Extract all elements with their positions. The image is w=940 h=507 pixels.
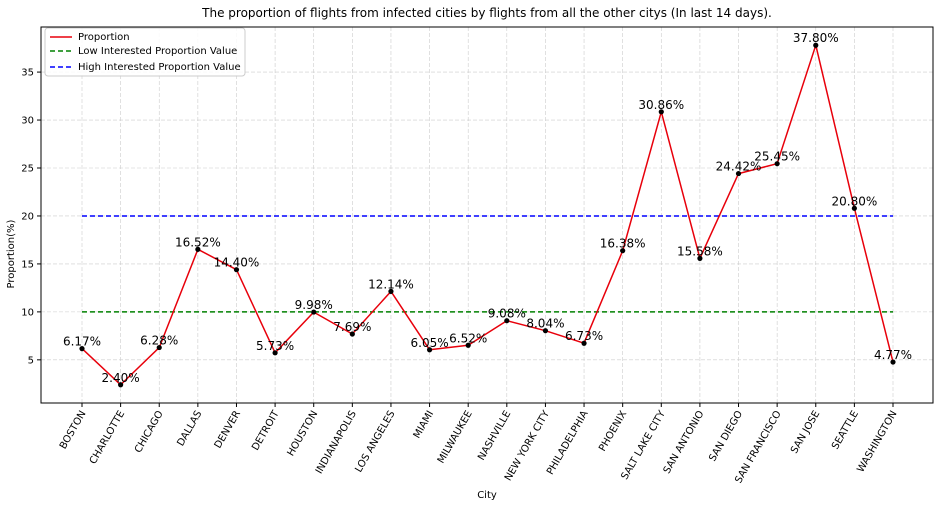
data-label: 15.58% — [677, 244, 723, 258]
data-point — [658, 109, 664, 115]
y-axis-label: Proportion(%) — [6, 219, 17, 288]
data-label: 12.14% — [368, 277, 414, 291]
data-label: 9.98% — [295, 298, 333, 312]
data-point — [504, 318, 510, 324]
x-tick-label: NASHVILLE — [476, 409, 513, 463]
legend-label-proportion: Proportion — [78, 32, 130, 43]
data-point — [79, 346, 85, 352]
data-point — [620, 248, 626, 254]
y-tick-label: 5 — [28, 355, 34, 366]
x-tick-label: LOS ANGELES — [353, 409, 397, 474]
data-point — [465, 342, 471, 348]
data-point — [118, 382, 124, 388]
plot-frame — [40, 26, 934, 404]
data-point — [233, 267, 240, 273]
x-tick-label: MIAMI — [412, 409, 437, 440]
x-axis-label: City — [477, 490, 497, 501]
data-label: 30.86% — [638, 98, 684, 112]
y-tick-label: 35 — [21, 68, 34, 79]
x-tick-label: PHOENIX — [597, 409, 629, 454]
data-label: 37.80% — [793, 31, 839, 45]
data-point — [774, 161, 780, 167]
x-tick-label: SEATTLE — [830, 409, 861, 451]
data-point — [426, 347, 433, 353]
data-point — [581, 340, 587, 346]
data-point — [156, 344, 162, 351]
data-point — [388, 288, 394, 294]
x-tick-label: SAN ANTONIO — [662, 409, 707, 476]
data-point — [813, 42, 819, 48]
x-tick-label: CHARLOTTE — [88, 409, 127, 466]
reference-lines — [82, 215, 893, 313]
data-point — [890, 359, 896, 365]
y-tick-label: 25 — [21, 164, 34, 175]
data-point — [697, 255, 703, 261]
x-tick-label: BOSTON — [58, 409, 89, 451]
x-tick-label: WASHINGTON — [855, 409, 899, 475]
data-label: 6.28% — [140, 334, 178, 348]
data-points — [79, 42, 896, 388]
data-label: 20.80% — [831, 194, 877, 208]
proportion-line — [81, 44, 894, 386]
data-label: 6.05% — [411, 336, 449, 350]
x-tick-label: SAN DIEGO — [707, 409, 745, 464]
y-tick-label: 15 — [21, 259, 34, 270]
x-tick-label: MILWAUKEE — [436, 409, 475, 466]
data-point — [542, 328, 549, 334]
x-tick-label: DETROIT — [250, 408, 282, 452]
data-label: 6.52% — [449, 331, 487, 345]
data-label: 24.42% — [716, 160, 762, 174]
data-point — [311, 309, 317, 315]
data-label: 6.17% — [63, 335, 101, 349]
proportion-series — [81, 44, 894, 386]
data-label: 14.40% — [214, 256, 260, 270]
x-tick-label: HOUSTON — [286, 409, 321, 458]
y-tick-label: 20 — [21, 211, 34, 222]
data-labels: 6.17% 2.40% 6.28% 16.52% 14.40% 5.73% 9.98%7.6… — [63, 31, 912, 385]
data-label: 16.52% — [175, 235, 221, 249]
x-tick-label: INDIANAPOLIS — [314, 409, 359, 476]
y-tick-label: 10 — [21, 307, 34, 318]
data-point — [349, 331, 355, 337]
legend-box — [44, 27, 246, 77]
chart-title: The proportion of flights from infected … — [201, 6, 772, 20]
data-label: 7.69% — [333, 320, 371, 334]
data-label: 16.38% — [600, 237, 646, 251]
data-label: 9.08% — [488, 307, 526, 321]
legend: Proportion Low Interested Proportion Val… — [44, 27, 246, 77]
data-point — [735, 170, 742, 177]
legend-label-low: Low Interested Proportion Value — [78, 46, 237, 57]
y-ticks: 5 10 15 20 25 30 35 — [21, 68, 41, 366]
x-tick-label: DENVER — [213, 409, 243, 451]
legend-label-high: High Interested Proportion Value — [78, 62, 241, 73]
y-tick-label: 30 — [21, 116, 34, 127]
data-point — [195, 246, 201, 252]
x-ticks: BOSTON CHARLOTTE CHICAGO DALLAS DENVER DETROI… — [58, 403, 900, 485]
data-label: 2.40% — [102, 371, 140, 385]
data-label: 8.04% — [526, 317, 564, 331]
data-point — [272, 350, 278, 356]
data-point — [851, 205, 857, 211]
data-label: 4.77% — [874, 348, 912, 362]
x-tick-label: CHICAGO — [133, 409, 166, 455]
data-label: 5.73% — [256, 339, 294, 353]
x-tick-label: DALLAS — [175, 409, 204, 448]
x-tick-label: SAN JOSE — [789, 409, 822, 456]
data-label: 25.45% — [754, 150, 800, 164]
x-tick-label: PHILADELPHIA — [545, 409, 591, 477]
data-label: 6.73% — [565, 329, 603, 343]
